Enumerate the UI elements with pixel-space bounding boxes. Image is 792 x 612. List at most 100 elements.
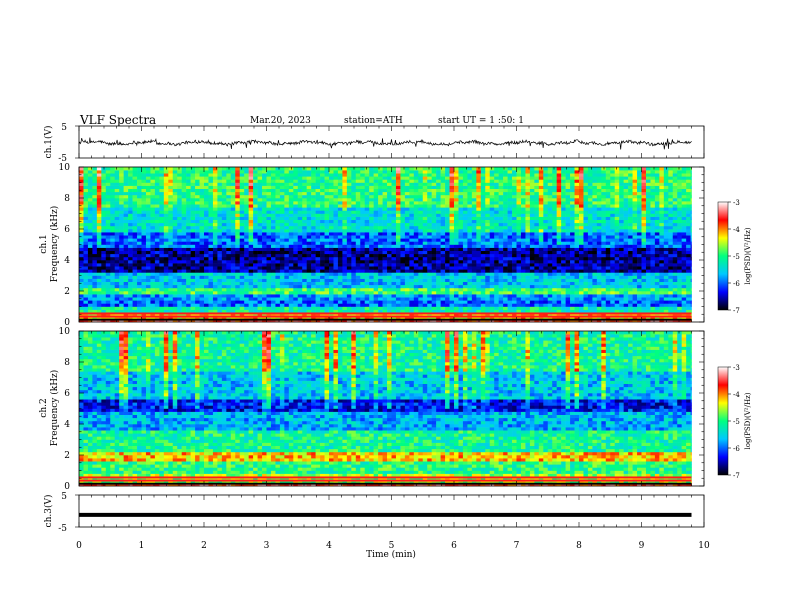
spectrogram-cell [83, 281, 89, 286]
spectrogram-cell [663, 278, 669, 282]
spectrogram-cell [270, 287, 276, 292]
spectrogram-cell [253, 256, 258, 261]
spectrogram-cell [217, 250, 223, 255]
spectrogram-cell [601, 291, 607, 295]
spectrogram-cell [279, 300, 285, 304]
spectrogram-cell [235, 241, 241, 245]
spectrogram-cell [476, 306, 482, 310]
spectrogram-cell [525, 263, 531, 267]
spectrogram-cell [302, 287, 307, 292]
spectrogram-cell [672, 284, 678, 289]
spectrogram-cell [253, 281, 258, 286]
spectrogram-cell [181, 272, 187, 276]
spectrogram-cell [520, 275, 526, 279]
spectrogram-cell [686, 300, 691, 304]
spectrogram-cell [467, 266, 473, 270]
spectrogram-cell [628, 232, 633, 236]
spectrogram-cell [565, 213, 571, 217]
spectrogram-cell [204, 300, 209, 304]
spectrogram-cell [422, 287, 428, 292]
spectrogram-cell [87, 306, 93, 310]
spectrogram-cell [476, 244, 482, 248]
spectrogram-cell [92, 232, 98, 236]
spectrogram-cell [177, 303, 182, 307]
spectrogram-cell [163, 229, 169, 233]
ch1-waveform-panel: 5 -5 ch.1(V) [43, 123, 705, 164]
spectrogram-cell [217, 216, 223, 220]
spectrogram-cell [306, 219, 312, 224]
spectrogram-cell [137, 303, 142, 307]
spectrogram-cell [587, 232, 593, 236]
spectrogram-cell [382, 291, 388, 295]
spectrogram-cell [605, 263, 611, 267]
spectrogram-cell [663, 260, 669, 264]
spectrogram-cell [195, 253, 200, 258]
spectrogram-cell [467, 250, 473, 255]
spectrogram-cell [284, 210, 290, 214]
spectrogram-cell [382, 241, 388, 245]
spectrogram-cell [297, 238, 303, 242]
spectrogram-cell [445, 306, 450, 310]
spectrogram-cell [159, 235, 165, 239]
ch1-waveform-line [78, 137, 692, 150]
spectrogram-cell [579, 253, 584, 258]
spectrogram-cell [628, 244, 633, 248]
spectrogram-cell [503, 303, 508, 307]
spectrogram-cell [503, 309, 508, 313]
spectrogram-cell [395, 232, 401, 236]
spectrogram-cell [538, 238, 544, 242]
spectrogram-cell [177, 266, 182, 270]
spectrogram-cell [159, 291, 165, 295]
spectrogram-cell [601, 306, 607, 310]
spectrogram-cell [623, 213, 629, 217]
spectrogram-cell [637, 260, 642, 264]
spectrogram-cell [297, 219, 303, 224]
spectrogram-cell [668, 222, 674, 227]
spectrogram-cell [413, 266, 419, 270]
spectrogram-cell [454, 275, 459, 279]
spectrogram-cell [177, 222, 182, 227]
spectrogram-cell [145, 281, 151, 286]
spectrogram-cell [217, 291, 223, 295]
spectrogram-cell [351, 250, 357, 255]
spectrogram-cell [364, 256, 370, 261]
spectrogram-cell [650, 238, 656, 242]
spectrogram-cell [471, 260, 477, 264]
spectrogram-cell [454, 250, 459, 255]
spectrogram-cell [177, 232, 182, 236]
spectrogram-cell [288, 281, 294, 286]
spectrogram-cell [360, 250, 366, 255]
spectrogram-cell [476, 263, 482, 267]
spectrogram-cell [105, 269, 111, 273]
spectrogram-cell [641, 275, 647, 279]
spectrogram-cell [507, 213, 513, 217]
spectrogram-cell [400, 238, 406, 242]
spectrogram-cell [369, 229, 374, 233]
spectrogram-cell [119, 294, 124, 298]
spectrogram-cell [413, 244, 419, 248]
spectrogram-cell [132, 241, 138, 245]
spectrogram-cell [690, 306, 692, 310]
spectrogram-cell [181, 222, 187, 227]
spectrogram-cell [610, 238, 616, 242]
spectrogram-cell [529, 216, 535, 220]
spectrogram-cell [565, 260, 571, 264]
spectrogram-cell [404, 250, 410, 255]
spectrogram-cell [471, 306, 477, 310]
spectrogram-cell [659, 219, 665, 224]
spectrogram-cell [462, 253, 468, 258]
spectrogram-cell [413, 213, 419, 217]
spectrogram-cell [462, 291, 468, 295]
spectrogram-cell [516, 269, 522, 273]
spectrogram-cell [257, 225, 263, 230]
spectrogram-cell [355, 278, 361, 282]
spectrogram-cell [96, 247, 102, 251]
spectrogram-cell [262, 213, 267, 217]
spectrogram-cell [400, 297, 406, 301]
spectrogram-cell [619, 225, 624, 230]
spectrogram-cell [574, 260, 580, 264]
spectrogram-cell [270, 229, 276, 233]
spectrogram-cell [436, 306, 441, 310]
spectrogram-cell [186, 297, 191, 301]
spectrogram-cell [150, 300, 156, 304]
